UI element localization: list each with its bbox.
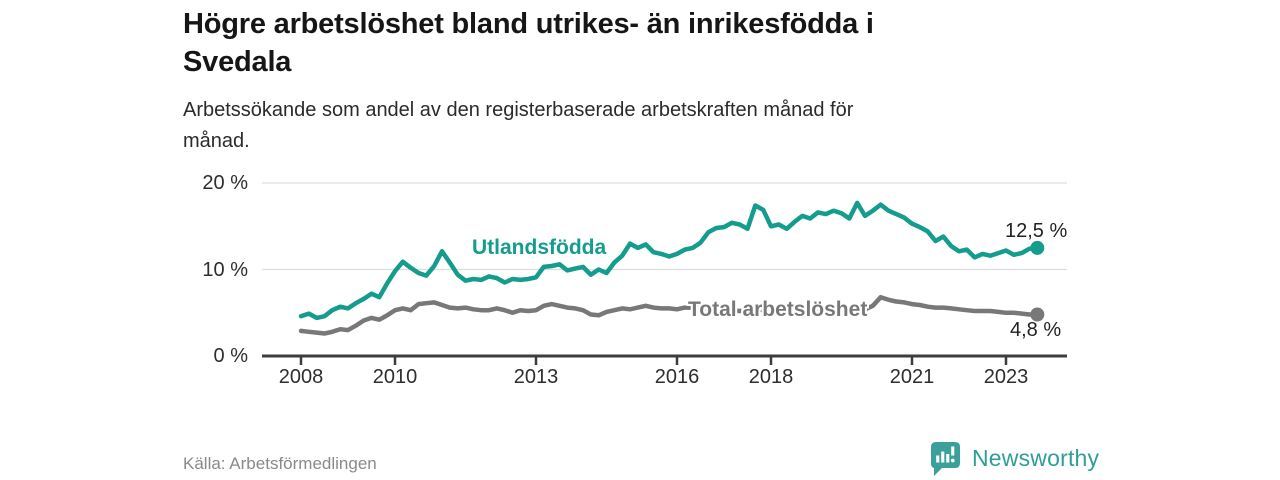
end-value-label-utlandsfodda: 12,5 % <box>1005 220 1068 242</box>
x-axis-tick-label: 2010 <box>372 366 418 388</box>
x-axis-tick-label: 2018 <box>748 366 794 388</box>
x-axis-tick-label: 2023 <box>983 366 1029 388</box>
x-axis-tick-label: 2013 <box>513 366 559 388</box>
x-axis-tick-label: 2016 <box>654 366 700 388</box>
series-label-total-arbetsloshet: Total arbetslöshet <box>688 298 868 321</box>
subtitle-line-1: Arbetssökande som andel av den registerb… <box>183 99 854 121</box>
subtitle-line-2: månad. <box>183 130 250 152</box>
newsworthy-brand-name: Newsworthy <box>972 445 1100 471</box>
page-title: Högre arbetslöshet bland utrikes- än inr… <box>183 5 1163 81</box>
end-dot-total-arbetslöshet <box>1030 307 1045 322</box>
data-line-utlandsfödda <box>298 200 1040 321</box>
end-value-label-total: 4,8 % <box>1010 319 1062 341</box>
title-line-2: Svedala <box>183 46 292 78</box>
chart-subtitle: Arbetssökande som andel av den registerb… <box>183 95 1083 157</box>
series-label-utlandsfodda: Utlandsfödda <box>472 236 607 259</box>
x-axis-tick-label: 2008 <box>278 366 324 388</box>
newsworthy-logo-icon <box>931 442 960 476</box>
x-axis-tick-label: 2021 <box>889 366 935 388</box>
title-line-1: Högre arbetslöshet bland utrikes- än inr… <box>183 8 874 40</box>
data-line-total-arbetslöshet <box>298 294 1040 336</box>
y-axis-tick-label: 0 % <box>213 345 248 367</box>
y-axis-tick-label: 10 % <box>202 258 248 281</box>
y-axis-tick-label: 20 % <box>202 172 248 194</box>
source-attribution: Källa: Arbetsförmedlingen <box>183 454 377 473</box>
newsworthy-brand: Newsworthy <box>928 440 1099 477</box>
end-dot-utlandsfödda <box>1030 240 1045 255</box>
